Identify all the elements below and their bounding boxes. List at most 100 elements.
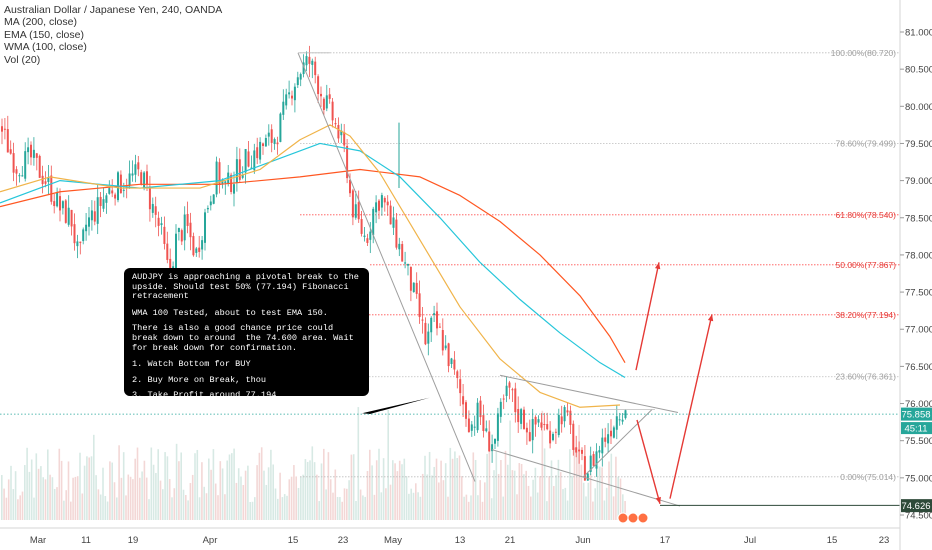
volume-bar (118, 445, 120, 520)
candle-body (79, 241, 82, 243)
note-line-1: AUDJPY is approaching a pivotal break to… (132, 272, 365, 302)
volume-bar (431, 475, 433, 520)
indicator-volume[interactable]: Vol (20) (4, 53, 41, 66)
volume-bar (49, 474, 51, 520)
candle-body (621, 419, 624, 422)
candle-body (308, 56, 311, 64)
volume-bar (97, 489, 100, 520)
y-tick-label: 76.500 (905, 362, 932, 373)
volume-bar (74, 476, 77, 520)
indicator-ema150[interactable]: EMA (150, close) (4, 28, 84, 41)
volume-bar (543, 448, 546, 520)
volume-bar (265, 484, 268, 520)
candle-body (322, 98, 325, 110)
volume-bar (500, 460, 502, 520)
volume-bar (166, 456, 169, 520)
candle-body (128, 173, 131, 186)
candle-body (552, 433, 554, 441)
candle-body (328, 94, 331, 99)
volume-bar (488, 448, 491, 520)
volume-bar (385, 488, 387, 520)
volume-bar (313, 462, 316, 520)
candle-body (99, 196, 102, 207)
candle-body (262, 143, 264, 146)
analysis-note[interactable]: AUDJPY is approaching a pivotal break to… (124, 268, 369, 400)
candle-body (305, 56, 308, 66)
volume-bar (534, 467, 537, 520)
candle-body (357, 202, 360, 220)
candle-body (235, 159, 238, 183)
candle-body (369, 231, 372, 240)
volume-bar (479, 480, 481, 520)
volume-bar (178, 461, 180, 520)
volume-bar (185, 495, 187, 520)
candle-body (93, 211, 96, 222)
y-tick-label: 80.500 (905, 65, 932, 76)
candle-body (436, 311, 438, 329)
y-tick-label: 79.500 (905, 139, 932, 150)
volume-bar (359, 489, 362, 520)
candle-body (18, 175, 21, 177)
volume-bar (196, 449, 199, 520)
volume-bar (194, 453, 196, 520)
candle-body (534, 416, 537, 425)
candle-body (479, 400, 482, 418)
volume-bar (612, 496, 615, 520)
fib-level-label: 100.00%(80.720) (831, 48, 896, 58)
volume-bar (589, 473, 592, 520)
volume-bar (435, 458, 438, 520)
volume-bar (474, 460, 477, 520)
volume-bar (378, 448, 380, 520)
volume-bar (99, 494, 102, 520)
volume-bar (396, 471, 399, 520)
volume-bar (341, 501, 343, 520)
volume-bar (518, 463, 521, 520)
candle-body (204, 212, 206, 243)
volume-bar (553, 486, 555, 520)
volume-bar (592, 501, 594, 520)
candle-body (215, 161, 218, 195)
candle-body (195, 248, 198, 253)
volume-bar (525, 470, 527, 520)
y-tick-label: 74.500 (905, 511, 932, 522)
volume-bar (339, 497, 341, 520)
volume-bar (573, 447, 576, 520)
candle-body (137, 162, 140, 170)
indicator-ma200[interactable]: MA (200, close) (4, 16, 77, 29)
indicator-wma100[interactable]: WMA (100, close) (4, 41, 87, 54)
volume-bar (318, 501, 320, 520)
volume-bar (120, 477, 123, 520)
volume-bar (580, 464, 583, 520)
candle-body (407, 263, 409, 266)
volume-bar (309, 460, 311, 520)
candle-body (134, 164, 137, 175)
candle-body (111, 190, 114, 194)
volume-bar (401, 464, 403, 520)
volume-bar (5, 497, 8, 520)
volume-bar (1, 475, 3, 520)
candle-body (462, 396, 465, 405)
candle-body (59, 196, 61, 211)
volume-bar (198, 497, 201, 520)
volume-bar (449, 447, 452, 520)
candle-body (143, 172, 146, 188)
volume-bar (539, 476, 541, 520)
candle-body (160, 223, 163, 226)
volume-bar (212, 449, 215, 520)
volume-bar (530, 496, 532, 520)
volume-bar (244, 470, 247, 520)
candle-body (343, 132, 346, 146)
volume-bar (389, 484, 392, 520)
candle-body (122, 189, 125, 191)
countdown-label: 45:11 (904, 424, 927, 435)
candle-body (586, 473, 589, 481)
volume-bar (281, 497, 284, 520)
candle-body (465, 402, 467, 419)
x-tick-label: Apr (203, 535, 218, 546)
candle-body (433, 313, 436, 316)
y-tick-label: 76.000 (905, 399, 932, 410)
candle-body (253, 150, 256, 171)
candle-body (424, 322, 427, 345)
volume-bar (513, 470, 516, 520)
candle-body (198, 247, 201, 252)
